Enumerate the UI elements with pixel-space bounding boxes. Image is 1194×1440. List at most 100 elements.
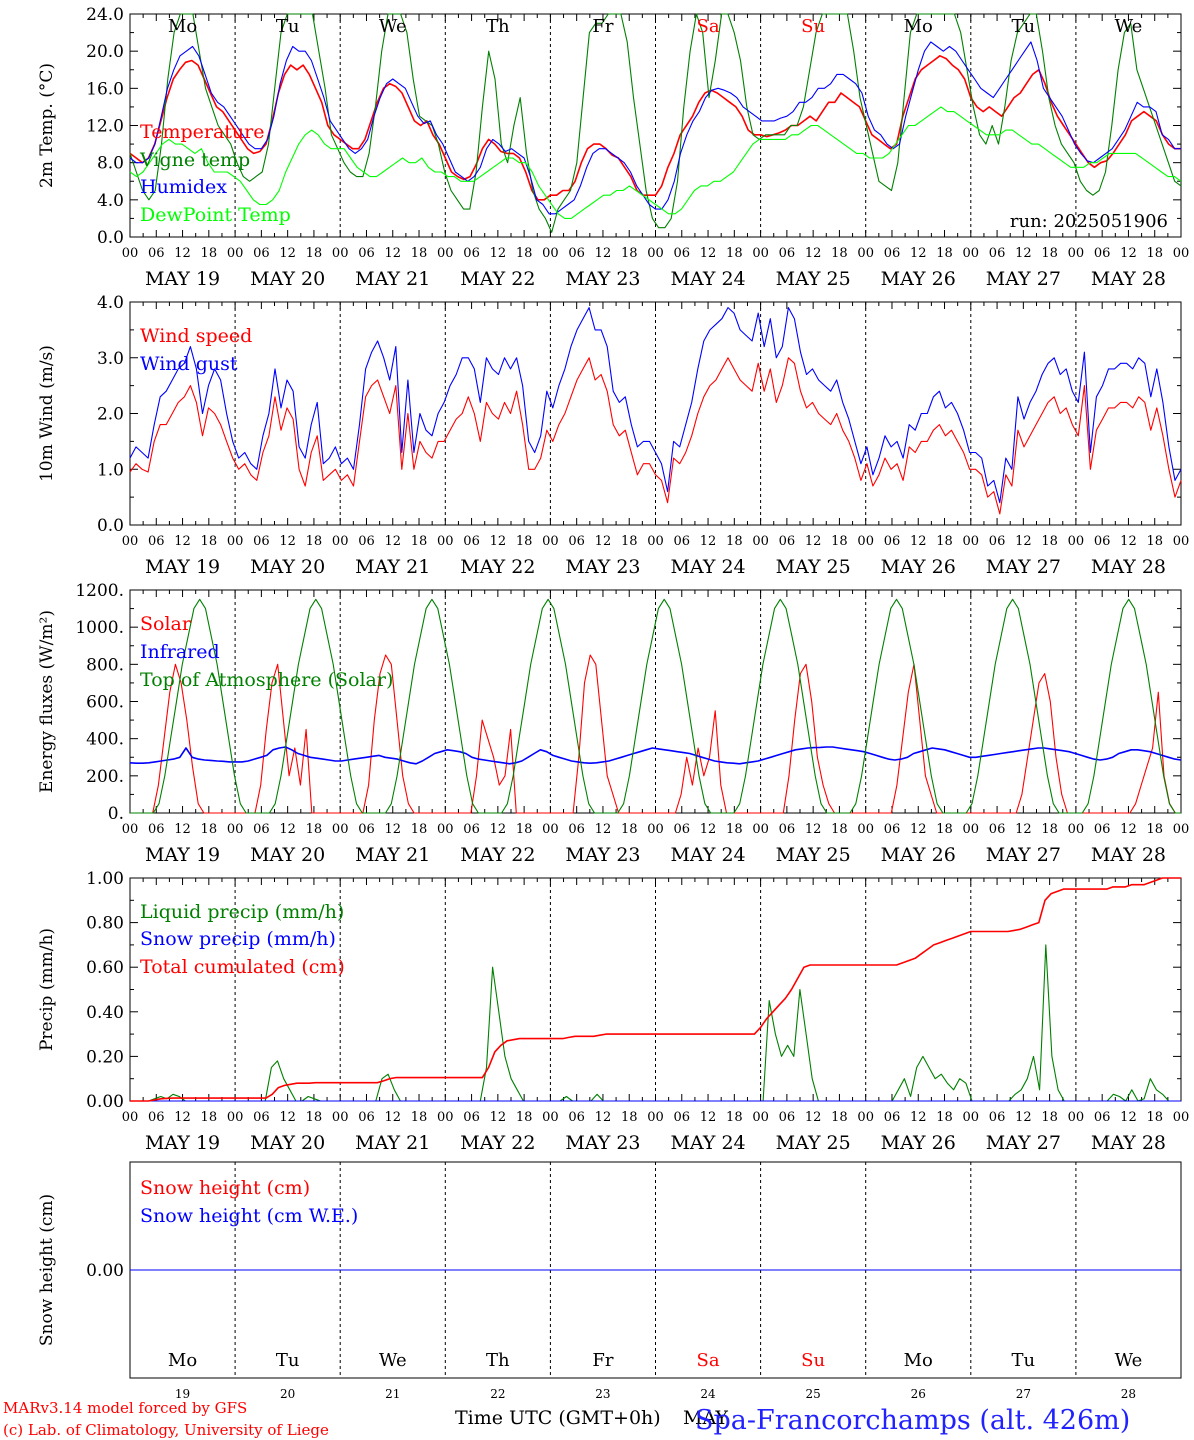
hour-label: 18 xyxy=(201,534,218,549)
hour-label: 12 xyxy=(700,246,717,261)
hour-label: 00 xyxy=(122,534,139,549)
legend-entry: DewPoint Temp xyxy=(140,204,291,226)
y-tick-label: 4.0 xyxy=(97,191,124,211)
date-label: MAY 23 xyxy=(565,268,640,290)
y-tick-label: 3.0 xyxy=(97,349,124,369)
y-tick-label: 1000. xyxy=(75,618,124,638)
hour-label: 00 xyxy=(542,1110,559,1125)
date-label: MAY 22 xyxy=(460,1132,535,1154)
date-label: MAY 26 xyxy=(881,556,956,578)
series-humidex xyxy=(129,41,1181,215)
hour-label: 12 xyxy=(805,822,822,837)
legend-entry: Snow height (cm W.E.) xyxy=(140,1205,358,1227)
hour-label: 06 xyxy=(463,534,480,549)
day-number: 21 xyxy=(385,1387,400,1401)
hour-label: 18 xyxy=(516,246,533,261)
hour-label: 06 xyxy=(253,822,270,837)
hour-label: 00 xyxy=(122,1110,139,1125)
hour-label: 06 xyxy=(568,1110,585,1125)
weekday-label: Fr xyxy=(592,16,613,37)
weekday-label: Mo xyxy=(168,16,197,37)
date-label: MAY 22 xyxy=(460,268,535,290)
panel-5: 0.00 Snow height (cm) Snow height (cm) Snow… xyxy=(37,1161,1182,1401)
legend-entry: Solar xyxy=(140,613,192,635)
hour-label: 00 xyxy=(122,246,139,261)
date-label: MAY 25 xyxy=(776,268,851,290)
hour-label: 18 xyxy=(411,1110,428,1125)
day-number: 22 xyxy=(490,1387,505,1401)
hour-label: 06 xyxy=(884,534,901,549)
hour-label: 12 xyxy=(595,246,612,261)
hour-label: 06 xyxy=(568,822,585,837)
hour-label: 00 xyxy=(752,1110,769,1125)
hour-label: 06 xyxy=(463,1110,480,1125)
legend-entry: Top of Atmosphere (Solar) xyxy=(140,669,393,691)
date-label: MAY 24 xyxy=(670,844,745,866)
hour-label: 00 xyxy=(1173,246,1190,261)
hour-label: 12 xyxy=(805,246,822,261)
hour-label: 00 xyxy=(752,822,769,837)
date-label: MAY 20 xyxy=(250,1132,325,1154)
hour-label: 12 xyxy=(910,1110,927,1125)
station-title: Spa-Francorchamps (alt. 426m) xyxy=(695,1405,1130,1436)
series-vigne-temp xyxy=(129,13,1182,233)
hour-label: 12 xyxy=(595,1110,612,1125)
date-label: MAY 26 xyxy=(881,268,956,290)
hour-label: 12 xyxy=(490,534,507,549)
date-label: MAY 27 xyxy=(986,268,1061,290)
hour-label: 00 xyxy=(647,822,664,837)
hour-label: 00 xyxy=(332,1110,349,1125)
series-temperature xyxy=(129,54,1181,201)
hour-label: 18 xyxy=(411,246,428,261)
hour-label: 18 xyxy=(516,822,533,837)
hour-label: 06 xyxy=(779,822,796,837)
date-label: MAY 20 xyxy=(250,844,325,866)
date-label: MAY 19 xyxy=(145,268,220,290)
hour-label: 00 xyxy=(437,822,454,837)
hour-label: 18 xyxy=(306,822,323,837)
hour-label: 00 xyxy=(1068,1110,1085,1125)
legend-entry: Infrared xyxy=(140,641,220,663)
date-label: MAY 28 xyxy=(1091,1132,1166,1154)
hour-label: 18 xyxy=(201,1110,218,1125)
hour-label: 12 xyxy=(384,822,401,837)
y-tick-label: 16.0 xyxy=(86,79,124,99)
hour-label: 12 xyxy=(1120,246,1137,261)
legend-entry: Wind gust xyxy=(140,353,238,375)
hour-label: 06 xyxy=(148,246,165,261)
legend-entry: Liquid precip (mm/h) xyxy=(140,901,344,923)
weekday-label: Fr xyxy=(592,1350,613,1371)
hour-label: 06 xyxy=(358,534,375,549)
y-tick-label: 1200. xyxy=(75,581,124,601)
hour-label: 06 xyxy=(779,534,796,549)
legend-entry: Temperature xyxy=(140,121,264,143)
y-tick-label: 0.80 xyxy=(86,914,124,934)
hour-label: 00 xyxy=(1173,822,1190,837)
weekday-label: Mo xyxy=(168,1350,197,1371)
series-wind-speed xyxy=(129,357,1182,515)
hour-label: 06 xyxy=(989,246,1006,261)
y-tick-label: 12.0 xyxy=(86,117,124,137)
panel-4: 0.00 0.20 0.40 0.60 0.80 1.00 Precip (mm/h) Liq… xyxy=(37,869,1189,1154)
hour-label: 00 xyxy=(1068,534,1085,549)
y-tick-label: 0.0 xyxy=(97,516,124,536)
day-number: 24 xyxy=(700,1387,716,1401)
weekday-label: Th xyxy=(486,16,510,37)
hour-label: 12 xyxy=(910,246,927,261)
y-tick-label: 24.0 xyxy=(86,5,124,25)
hour-label: 00 xyxy=(227,246,244,261)
hour-label: 06 xyxy=(674,822,691,837)
hour-label: 18 xyxy=(306,534,323,549)
hour-label: 18 xyxy=(726,822,743,837)
date-label: MAY 27 xyxy=(986,1132,1061,1154)
hour-label: 12 xyxy=(700,534,717,549)
hour-label: 18 xyxy=(411,534,428,549)
hour-label: 06 xyxy=(253,1110,270,1125)
legend-entry: Snow height (cm) xyxy=(140,1177,310,1199)
hour-label: 06 xyxy=(358,246,375,261)
hour-label: 18 xyxy=(621,534,638,549)
weekday-label: We xyxy=(379,1350,407,1371)
y-tick-label: 0.00 xyxy=(86,1261,124,1281)
legend-entry: Total cumulated (cm) xyxy=(140,956,345,978)
date-label: MAY 21 xyxy=(355,556,430,578)
